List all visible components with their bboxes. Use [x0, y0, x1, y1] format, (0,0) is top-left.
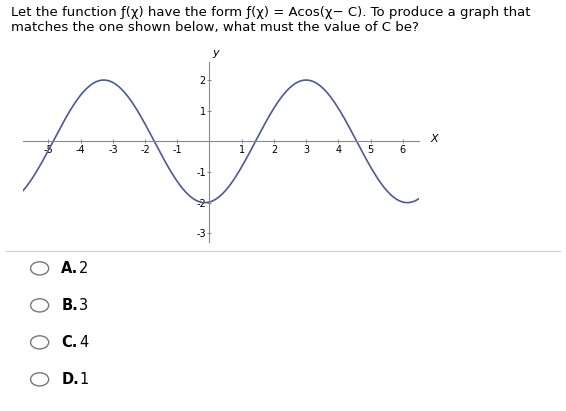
Text: 4: 4: [79, 335, 88, 350]
Text: 3: 3: [79, 298, 88, 313]
Text: X: X: [430, 134, 438, 144]
Text: C.: C.: [61, 335, 78, 350]
Text: D.: D.: [61, 372, 79, 387]
Text: B.: B.: [61, 298, 78, 313]
Text: 1: 1: [79, 372, 88, 387]
Text: y: y: [212, 48, 218, 58]
Text: Let the function ƒ(χ) have the form ƒ(χ) = Acos(χ− C). To produce a graph that
m: Let the function ƒ(χ) have the form ƒ(χ)…: [11, 6, 531, 34]
Text: 2: 2: [79, 261, 89, 276]
Text: A.: A.: [61, 261, 78, 276]
